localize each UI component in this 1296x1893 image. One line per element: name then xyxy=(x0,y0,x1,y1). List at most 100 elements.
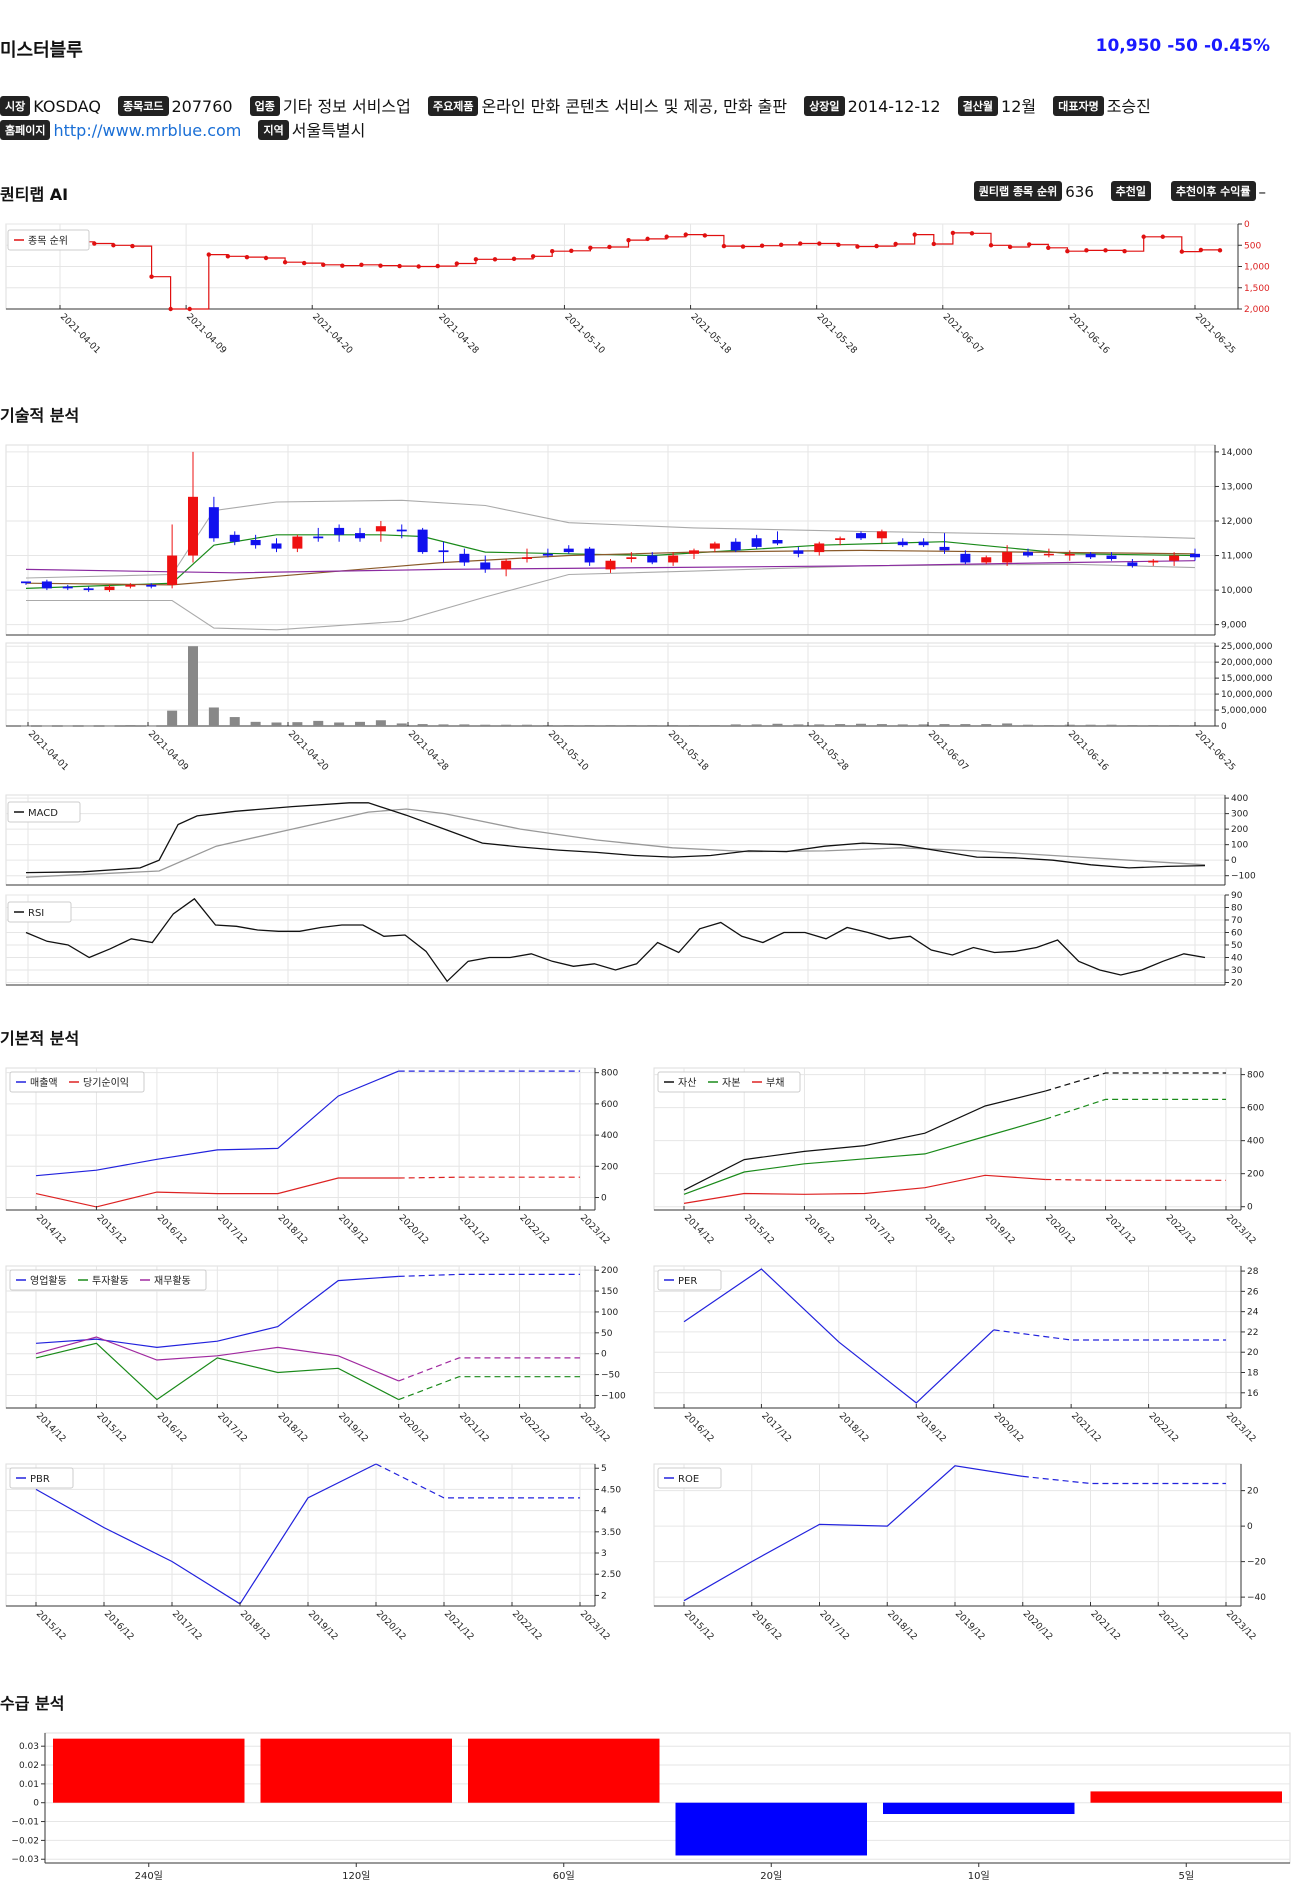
per-chart: 16 18 20 22 24 26 28 2016/12 2017/12 2018/12 2019/… xyxy=(653,1265,1259,1445)
candle-body xyxy=(1023,552,1033,556)
volume-bar xyxy=(856,723,866,726)
homepage-link[interactable]: http://www.mrblue.com xyxy=(53,121,242,140)
x-tick-label: 2018/12 xyxy=(276,1411,310,1445)
volume-bar xyxy=(1106,724,1117,726)
rank-point xyxy=(149,274,154,279)
x-tick-label: 2018/12 xyxy=(885,1609,919,1643)
x-tick-label: 2021-04-09 xyxy=(184,312,228,356)
volume-bar xyxy=(1148,725,1159,727)
candle-body xyxy=(605,560,616,570)
rank-point xyxy=(263,255,269,261)
candle-body xyxy=(501,560,512,570)
x-tick-label: 2021/12 xyxy=(457,1213,491,1247)
y-tick-label: 50 xyxy=(1231,941,1243,951)
y-tick-label: 200 xyxy=(601,1266,618,1276)
y-tick-label: 0 xyxy=(1231,856,1237,866)
candle-body xyxy=(897,541,908,546)
rank-point xyxy=(817,241,822,246)
rank-point xyxy=(1027,242,1032,247)
rank-point xyxy=(130,243,135,249)
volume-bar xyxy=(83,725,94,727)
volume-bar xyxy=(876,724,887,726)
y-tick-label: 0.02 xyxy=(19,1761,39,1771)
series-line xyxy=(35,1336,399,1382)
y-tick-label: 16 xyxy=(1247,1389,1259,1399)
candle-body xyxy=(856,533,866,539)
roe-chart: −40 −20 0 20 2015/12 2016/12 2017/12 2018/12 201… xyxy=(653,1463,1266,1643)
x-tick-label: 2017/12 xyxy=(817,1609,851,1643)
volume-bar xyxy=(438,724,449,726)
x-tick-label: 2021-04-28 xyxy=(436,312,480,356)
rsi-line xyxy=(25,897,1206,983)
y-tick-label: 9,000 xyxy=(1221,621,1247,631)
candle-body xyxy=(1106,555,1117,559)
volume-bar xyxy=(208,707,219,726)
technical-title: 기술적 분석 xyxy=(0,406,80,425)
x-tick-label: 2022/12 xyxy=(1156,1609,1190,1643)
volume-bar xyxy=(104,725,115,727)
volume-bar xyxy=(355,721,365,726)
candle-body xyxy=(355,533,365,539)
candle-body xyxy=(313,536,324,539)
info-row-1: 시장 KOSDAQ 종목코드 207760 업종 기타 정보 서비스업 주요제품 온라인… xyxy=(0,93,1151,117)
volume-bar xyxy=(480,724,491,726)
candle-body xyxy=(876,531,887,539)
supply-title: 수급 분석 xyxy=(0,1694,65,1713)
candle-body xyxy=(814,543,825,553)
y-tick-label: 14,000 xyxy=(1221,448,1253,458)
y-tick-label: 60 xyxy=(1231,929,1243,939)
candle-body xyxy=(480,562,491,570)
supply-chart: −0.03 −0.02 −0.01 0 0.01 0.02 0.03 240일 120일 60일 2… xyxy=(11,1732,1291,1882)
x-tick-label: 2020/12 xyxy=(374,1609,408,1643)
legend-box xyxy=(7,229,90,251)
y-tick-label: 1,500 xyxy=(1244,284,1270,294)
x-tick-label: 2023/12 xyxy=(578,1213,612,1247)
x-tick-label: 2021/12 xyxy=(1103,1213,1137,1247)
rank-point xyxy=(359,262,364,267)
candle-body xyxy=(1127,562,1138,566)
moving-average-3 xyxy=(25,560,1196,574)
candle-body xyxy=(730,541,741,551)
volume-bar xyxy=(459,724,470,726)
y-tick-label: 20 xyxy=(1247,1348,1259,1358)
legend-label: 재무활동 xyxy=(154,1274,191,1287)
volume-bar xyxy=(396,723,407,726)
volume-bar xyxy=(563,725,574,727)
x-tick-label: 2019/12 xyxy=(336,1411,370,1445)
volume-bar xyxy=(313,720,324,726)
rank-point xyxy=(1217,248,1223,253)
x-tick-label: 2021-06-07 xyxy=(926,729,970,773)
candle-body xyxy=(522,557,532,559)
candle-body xyxy=(835,538,846,540)
volume-bar xyxy=(647,725,658,727)
volume-bar xyxy=(1002,723,1013,726)
x-tick-label: 2021-04-01 xyxy=(26,729,70,773)
series-line xyxy=(35,1070,399,1177)
volume-bar xyxy=(751,724,762,726)
x-tick-label: 2021/12 xyxy=(457,1411,491,1445)
rec-date-tag: 추천일 xyxy=(1110,181,1152,201)
candle-body xyxy=(1043,553,1054,556)
x-tick-label: 2016/12 xyxy=(750,1609,784,1643)
rank-point xyxy=(168,306,173,312)
rank-point xyxy=(893,241,898,247)
x-tick-label: 2019/12 xyxy=(914,1411,948,1445)
y-tick-label: 11,000 xyxy=(1221,552,1253,562)
y-tick-label: 4 xyxy=(601,1507,607,1517)
code-value: 207760 xyxy=(171,97,233,116)
volume-bar xyxy=(1085,724,1096,726)
series-line xyxy=(683,1174,1046,1204)
candlestick-chart: 9,000 10,000 11,000 12,000 13,000 14,000 xyxy=(5,444,1253,636)
candle-body xyxy=(960,553,971,563)
rank-point xyxy=(1103,248,1108,253)
rank-point xyxy=(912,232,917,237)
legend-box xyxy=(9,1467,74,1489)
moving-average-1 xyxy=(25,534,1196,589)
x-tick-label: 2015/12 xyxy=(34,1609,68,1643)
volume-chart: 0 5,000,000 10,000,000 15,000,000 20,000,000… xyxy=(5,642,1273,773)
volume-bar xyxy=(793,724,804,726)
volume-bar xyxy=(605,725,616,727)
x-tick-label: 2017/12 xyxy=(215,1213,249,1247)
fundamental-title: 기본적 분석 xyxy=(0,1029,80,1048)
legend-box xyxy=(657,1071,801,1093)
